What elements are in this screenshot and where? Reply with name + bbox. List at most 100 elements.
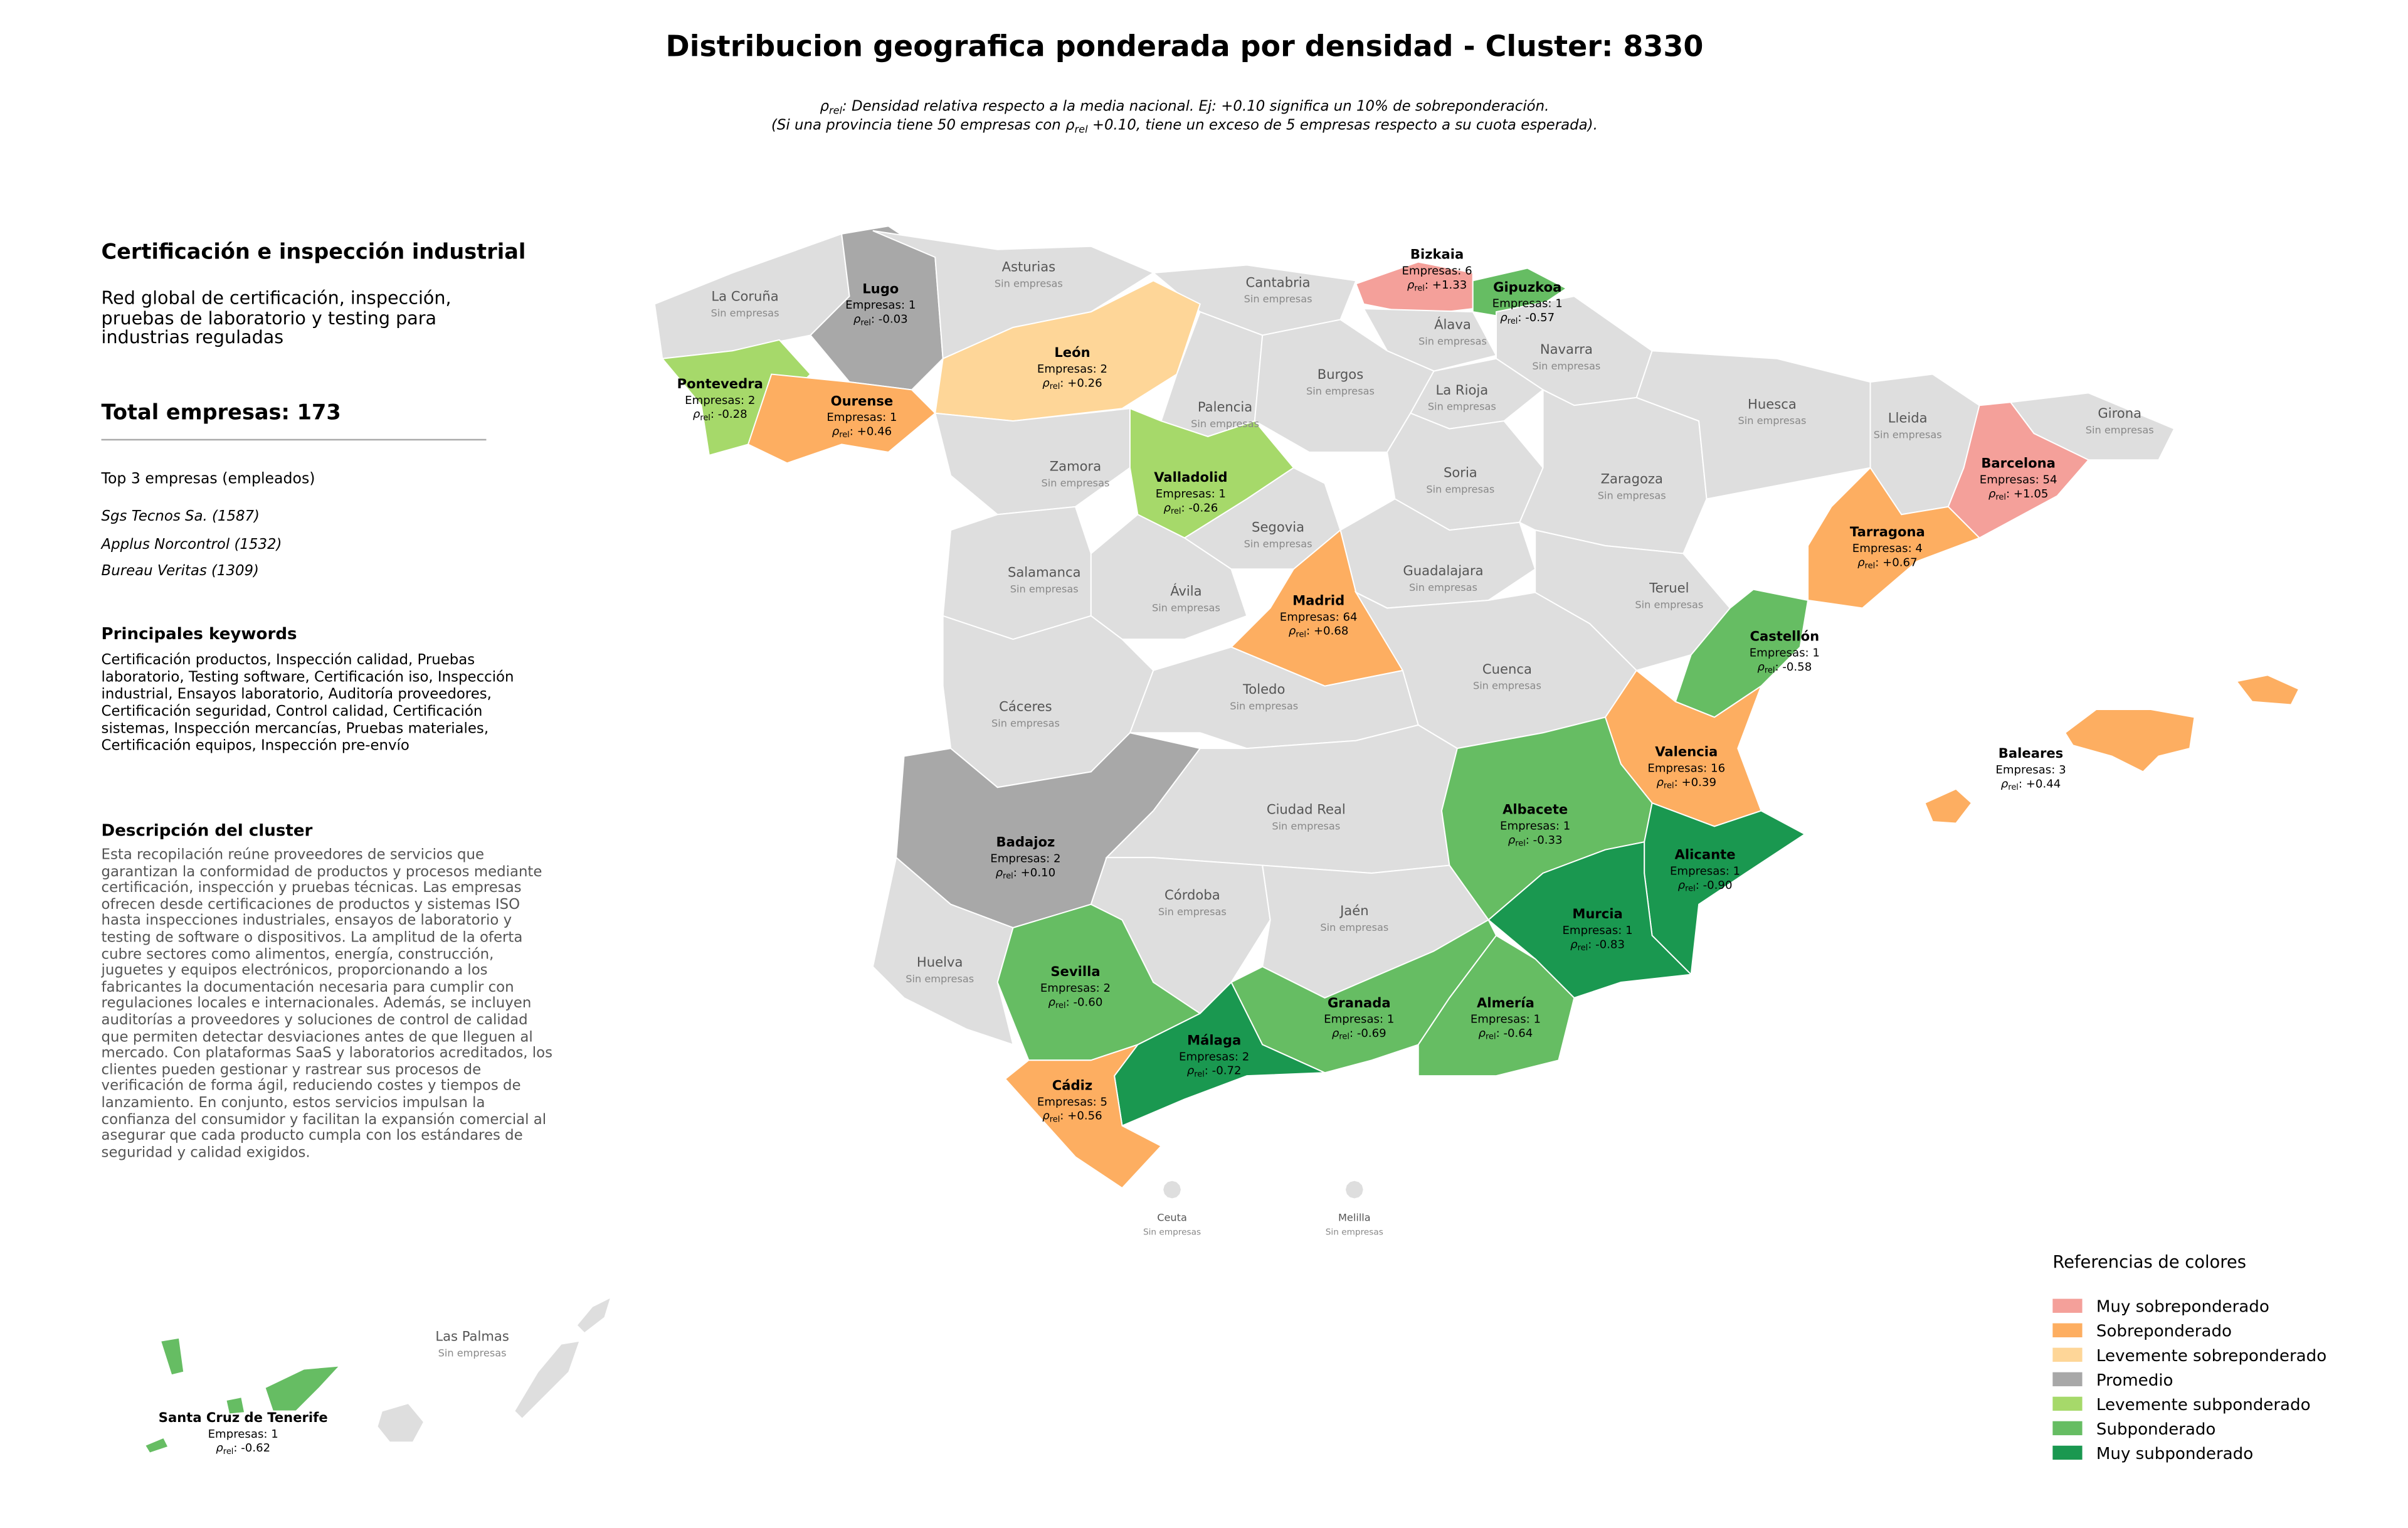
rho-sub: rel	[1339, 1032, 1349, 1042]
province-companies: Empresas: 64	[1280, 610, 1358, 623]
rho-separator: :	[1775, 661, 1782, 674]
province-name: Melilla	[1338, 1211, 1371, 1223]
province-companies: Empresas: 2	[1037, 363, 1107, 376]
province-name: Salamanca	[1008, 565, 1081, 580]
rho-value: +0.44	[2026, 777, 2061, 790]
top-item: Applus Norcontrol (1532)	[101, 536, 282, 554]
province-rho: ρrel: -0.62	[216, 1441, 270, 1456]
legend-label: Promedio	[2096, 1371, 2173, 1390]
province	[872, 856, 1014, 1046]
rho-value: -0.60	[1073, 995, 1102, 1009]
subtitle: ρrel: Densidad relativa respecto a la me…	[820, 98, 1549, 116]
province-companies: Empresas: 1	[1324, 1013, 1394, 1026]
province-rho: ρrel: -0.33	[1508, 834, 1563, 849]
province-status: Sin empresas	[1152, 602, 1220, 613]
province	[1924, 788, 1973, 824]
rho-value: -0.72	[1212, 1064, 1242, 1078]
province-name: Cáceres	[999, 698, 1052, 714]
province-name: Gipuzkoa	[1493, 279, 1561, 295]
rho-symbol: ρ	[1042, 376, 1050, 390]
province-name: Almería	[1477, 995, 1534, 1011]
rho-symbol: ρ	[1570, 938, 1578, 951]
rho-sub: rel	[1171, 507, 1181, 516]
province-rho: ρrel: +0.56	[1042, 1110, 1102, 1125]
rho-symbol: ρ	[1289, 625, 1296, 638]
province-companies: Empresas: 1	[1750, 646, 1820, 659]
panel-total: Total empresas: 173	[101, 400, 341, 426]
province	[1417, 935, 1575, 1077]
province-name: Ávila	[1170, 583, 1201, 599]
province-companies: Empresas: 5	[1037, 1095, 1107, 1108]
rho-separator: :	[1875, 556, 1883, 569]
rho-symbol: ρ	[1508, 834, 1516, 847]
rho-value: -0.33	[1533, 834, 1563, 847]
panel-summary: Red global de certificación, inspección,…	[101, 287, 452, 348]
province-status: Sin empresas	[1010, 583, 1079, 595]
rho-value: +0.46	[857, 425, 892, 438]
province-name: Lugo	[862, 280, 899, 296]
rho-value: +0.56	[1067, 1110, 1102, 1123]
province-status: Sin empresas	[1473, 680, 1541, 692]
rho-sub: rel	[223, 1447, 234, 1456]
province-name: Teruel	[1649, 580, 1689, 596]
province-name: Ceuta	[1157, 1211, 1187, 1223]
province-status: Sin empresas	[711, 307, 779, 319]
province-status: Sin empresas	[438, 1347, 507, 1359]
keywords: Certificación productos, Inspección cali…	[101, 652, 514, 755]
province-companies: Empresas: 1	[1471, 1013, 1541, 1026]
province-rho: ρrel: -0.03	[853, 313, 908, 328]
rho-symbol: ρ	[1163, 501, 1171, 514]
rho-symbol: ρ	[1656, 776, 1664, 789]
rho-sub: rel	[1765, 666, 1775, 676]
province-status: Sin empresas	[1738, 415, 1806, 427]
province	[2235, 674, 2300, 706]
province-rho: ρrel: +0.26	[1042, 376, 1102, 391]
rho-symbol: ρ	[1042, 1110, 1050, 1123]
rho-symbol: ρ	[1407, 279, 1415, 292]
rho-separator: :	[1205, 1064, 1212, 1078]
province	[159, 1337, 185, 1376]
legend-swatch	[2052, 1445, 2083, 1460]
province	[1807, 467, 1981, 609]
rho-separator: :	[1674, 776, 1682, 789]
subtitle: (Si una provincia tiene 50 empresas con …	[771, 117, 1598, 135]
rho-value: +0.67	[1883, 556, 1918, 569]
province-companies: Empresas: 16	[1647, 761, 1725, 775]
description: Esta recopilación reúne proveedores de s…	[101, 846, 553, 1162]
rho-value: +0.68	[1314, 625, 1349, 638]
province-name: Madrid	[1292, 592, 1344, 608]
legend-label: Levemente subponderado	[2096, 1396, 2311, 1414]
province-rho: ρrel: +0.46	[832, 425, 892, 440]
rho-sub: rel	[1414, 284, 1425, 294]
rho-value: -0.90	[1703, 879, 1733, 892]
rho-symbol: ρ	[1500, 311, 1508, 324]
province-status: Sin empresas	[906, 973, 974, 985]
rho-symbol: ρ	[1857, 556, 1865, 569]
province-rho: ρrel: -0.58	[1757, 661, 1812, 676]
rho-sub: rel	[1508, 317, 1518, 326]
province-rho: ρrel: +0.39	[1656, 776, 1716, 791]
rho-sub: rel	[860, 318, 871, 327]
province-companies: Empresas: 4	[1852, 542, 1923, 555]
subtitle-text: (Si una provincia tiene 50 empresas con	[771, 117, 1065, 133]
province-rho: ρrel: -0.90	[1678, 879, 1733, 894]
province-status: Sin empresas	[2086, 424, 2154, 436]
legend-label: Subponderado	[2096, 1420, 2215, 1439]
rho-value: -0.28	[718, 408, 747, 421]
rho-sub: rel	[1515, 839, 1526, 848]
province-name: León	[1054, 344, 1090, 360]
rho-symbol: ρ	[1048, 995, 1056, 1009]
province-status: Sin empresas	[1532, 360, 1600, 372]
rho-symbol: ρ	[1479, 1027, 1486, 1040]
province-rho: ρrel: -0.72	[1187, 1064, 1242, 1080]
rho-symbol: ρ	[216, 1441, 223, 1455]
province-name: Huelva	[917, 954, 963, 970]
province-name: Barcelona	[1981, 455, 2056, 471]
province-rho: ρrel: +0.67	[1857, 556, 1917, 571]
province-name: Santa Cruz de Tenerife	[159, 1409, 328, 1425]
rho-separator: :	[233, 1441, 241, 1455]
province-name: Guadalajara	[1403, 563, 1483, 578]
province-status: Sin empresas	[1244, 538, 1312, 549]
province-rho: ρrel: +1.05	[1988, 487, 2048, 502]
